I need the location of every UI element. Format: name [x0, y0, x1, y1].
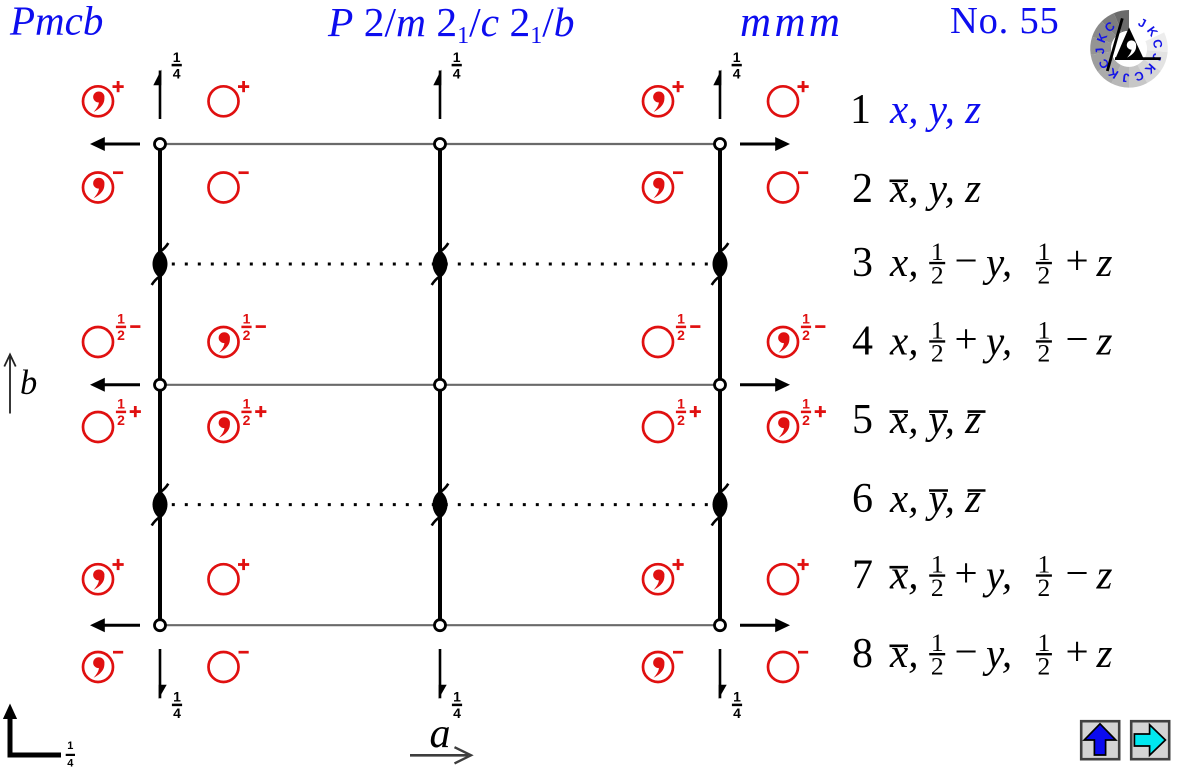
svg-text:1: 1	[677, 396, 685, 412]
svg-text:1: 1	[802, 311, 810, 327]
svg-text:J: J	[1122, 70, 1130, 85]
svg-text:1: 1	[733, 49, 741, 65]
svg-text:y,: y,	[982, 317, 1012, 363]
svg-text:6: 6	[852, 476, 873, 522]
svg-text:2: 2	[931, 260, 944, 289]
svg-text:2: 2	[1038, 339, 1051, 368]
svg-text:No. 55: No. 55	[950, 0, 1060, 42]
svg-text:2: 2	[243, 412, 251, 428]
svg-text:4: 4	[733, 705, 741, 721]
svg-text:x, y, z: x, y, z	[889, 396, 981, 442]
svg-text:z: z	[1096, 630, 1113, 676]
svg-text:4: 4	[852, 318, 873, 364]
svg-text:2: 2	[243, 327, 251, 343]
svg-text:2: 2	[852, 166, 873, 212]
svg-text:x,: x,	[889, 239, 918, 285]
svg-text:Pmcb: Pmcb	[9, 0, 103, 44]
svg-text:x,: x,	[889, 630, 918, 676]
svg-text:y,: y,	[982, 552, 1012, 598]
svg-text:2: 2	[677, 327, 685, 343]
svg-text:−: −	[954, 628, 977, 674]
svg-text:−: −	[1065, 315, 1088, 361]
svg-text:mmm: mmm	[740, 0, 843, 46]
svg-text:1: 1	[67, 740, 73, 752]
svg-text:1: 1	[173, 689, 181, 705]
svg-text:1: 1	[453, 49, 461, 65]
svg-text:x, y, z: x, y, z	[889, 86, 981, 132]
svg-text:1: 1	[1038, 315, 1051, 344]
svg-text:1: 1	[1038, 550, 1051, 579]
svg-text:C: C	[1150, 38, 1165, 49]
svg-text:1: 1	[802, 396, 810, 412]
svg-text:1: 1	[733, 689, 741, 705]
svg-text:2: 2	[677, 412, 685, 428]
svg-text:1: 1	[117, 311, 125, 327]
svg-text:−: −	[954, 237, 977, 283]
svg-text:4: 4	[453, 705, 461, 721]
svg-text:1: 1	[677, 311, 685, 327]
svg-text:b: b	[20, 364, 37, 402]
svg-text:+: +	[1065, 237, 1088, 283]
svg-text:5: 5	[852, 397, 873, 443]
svg-text:2: 2	[1038, 260, 1051, 289]
svg-text:1: 1	[1038, 237, 1051, 266]
svg-text:1: 1	[931, 550, 944, 579]
svg-text:2: 2	[931, 573, 944, 602]
svg-text:4: 4	[173, 65, 181, 81]
svg-text:1: 1	[173, 49, 181, 65]
svg-text:x, y, z: x, y, z	[889, 475, 981, 521]
svg-text:x,: x,	[889, 317, 918, 363]
svg-text:−: −	[1065, 550, 1088, 596]
svg-text:z: z	[1096, 239, 1113, 285]
svg-text:y,: y,	[982, 630, 1012, 676]
svg-text:P 2/m 21/c 21/b: P 2/m 21/c 21/b	[327, 0, 574, 49]
svg-text:1: 1	[931, 315, 944, 344]
svg-text:4: 4	[733, 65, 741, 81]
svg-text:1: 1	[1038, 628, 1051, 657]
svg-text:1: 1	[931, 237, 944, 266]
svg-text:+: +	[954, 550, 977, 596]
svg-text:8: 8	[852, 631, 873, 677]
svg-text:y,: y,	[982, 239, 1012, 285]
svg-text:a: a	[430, 711, 451, 757]
svg-text:2: 2	[1038, 573, 1051, 602]
svg-text:J: J	[1149, 52, 1164, 63]
svg-text:2: 2	[117, 412, 125, 428]
svg-text:1: 1	[453, 689, 461, 705]
svg-text:4: 4	[173, 705, 181, 721]
svg-text:x,: x,	[889, 552, 918, 598]
svg-text:1: 1	[931, 628, 944, 657]
svg-text:2: 2	[802, 412, 810, 428]
svg-text:x, y, z: x, y, z	[889, 165, 981, 211]
svg-text:J: J	[1093, 47, 1107, 55]
svg-text:1: 1	[850, 87, 871, 133]
svg-text:+: +	[1065, 628, 1088, 674]
svg-text:1: 1	[243, 396, 251, 412]
svg-text:z: z	[1096, 317, 1113, 363]
svg-text:2: 2	[802, 327, 810, 343]
svg-text:2: 2	[931, 339, 944, 368]
svg-text:3: 3	[852, 240, 873, 286]
svg-text:2: 2	[117, 327, 125, 343]
svg-text:1: 1	[117, 396, 125, 412]
svg-text:4: 4	[453, 65, 461, 81]
svg-text:z: z	[1096, 552, 1113, 598]
svg-text:2: 2	[931, 652, 944, 681]
svg-text:4: 4	[67, 757, 74, 769]
svg-text:+: +	[954, 315, 977, 361]
svg-text:7: 7	[852, 553, 873, 599]
svg-text:2: 2	[1038, 652, 1051, 681]
svg-text:1: 1	[243, 311, 251, 327]
